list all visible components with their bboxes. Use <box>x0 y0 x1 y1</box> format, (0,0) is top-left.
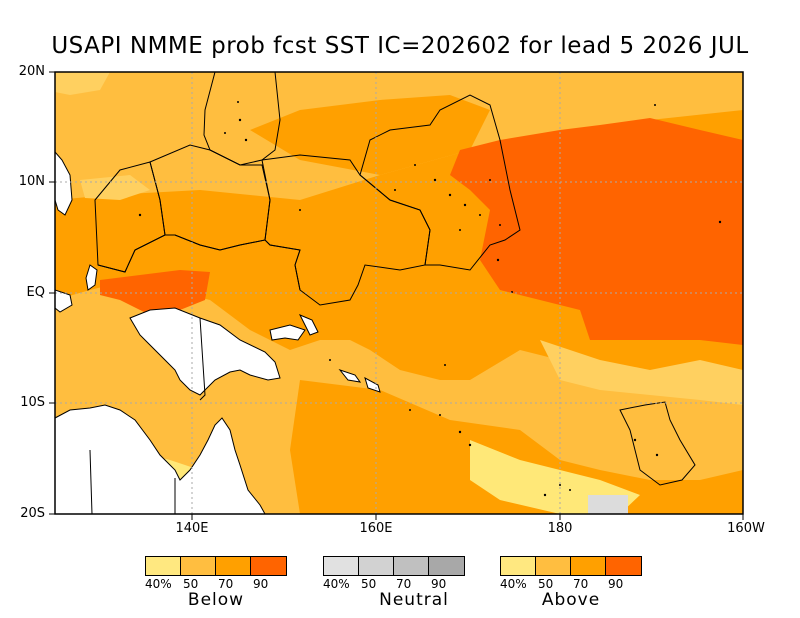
legend-neutral: 40% 50 70 90 Neutral <box>323 556 465 610</box>
legend-below-tick-90: 90 <box>253 577 269 591</box>
legend-below-tick-70: 70 <box>218 577 234 591</box>
eez-boundaries <box>89 72 696 514</box>
legend-below-swatch-4 <box>251 557 286 575</box>
graticule <box>55 72 743 514</box>
legend-below-swatch-3 <box>216 557 251 575</box>
legend-below-bar <box>145 556 287 576</box>
probability-field <box>55 72 743 514</box>
legend-below-swatch-1 <box>146 557 181 575</box>
legend-below-tick-40: 40% <box>145 577 172 591</box>
legend-neutral-tick-50: 50 <box>361 577 377 591</box>
land-halmahera <box>85 264 98 291</box>
legend-above-tick-40: 40% <box>500 577 527 591</box>
field-light-nw <box>80 175 150 200</box>
eez-aus-1 <box>89 449 93 514</box>
x-label-160e: 160E <box>359 521 393 536</box>
land <box>55 151 381 514</box>
field-light-nw2 <box>55 72 110 95</box>
land-solomons-1 <box>338 368 362 383</box>
field-50-70-north <box>250 95 490 175</box>
land-new-guinea <box>129 307 281 396</box>
legend-neutral-swatch-2 <box>359 557 394 575</box>
legend-neutral-swatch-3 <box>394 557 429 575</box>
eez-marshall <box>359 94 521 271</box>
eez-png-north <box>97 234 301 291</box>
legend-above-tick-90: 90 <box>608 577 624 591</box>
legend-neutral-tick-90: 90 <box>431 577 447 591</box>
eez-guam <box>203 72 281 166</box>
y-label-10s: 10S <box>20 395 45 410</box>
legend-above-swatch-1 <box>501 557 536 575</box>
x-label-140e: 140E <box>175 521 209 536</box>
x-label-160w: 160W <box>727 521 765 536</box>
legend-neutral-swatch-1 <box>324 557 359 575</box>
legend-above-bar <box>500 556 642 576</box>
x-label-180: 180 <box>547 521 573 536</box>
legend-above: 40% 50 70 90 Above <box>500 556 642 610</box>
legend-above-label: Above <box>541 590 601 610</box>
legend-neutral-bar <box>323 556 465 576</box>
field-50-70-south <box>290 380 743 514</box>
legend-below-tick-50: 50 <box>183 577 199 591</box>
legend-neutral-tick-70: 70 <box>396 577 412 591</box>
legend-above-swatch-3 <box>571 557 606 575</box>
axis-ticks <box>49 71 744 520</box>
legend-neutral-label: Neutral <box>379 590 449 610</box>
legend-neutral-swatch-4 <box>429 557 464 575</box>
legend-below-swatch-2 <box>181 557 216 575</box>
legend-above-swatch-4 <box>606 557 641 575</box>
y-label-20n: 20N <box>18 64 45 79</box>
legend-below: 40% 50 70 90 Below <box>145 556 287 610</box>
land-new-ireland <box>298 314 319 336</box>
land-sulawesi <box>55 289 73 313</box>
map-title: USAPI NMME prob fcst SST IC=202602 for l… <box>51 33 749 59</box>
islands <box>138 101 722 497</box>
eez-png-west <box>199 317 206 401</box>
legend-below-label: Below <box>187 590 245 610</box>
y-label-20s: 20S <box>20 506 45 521</box>
land-australia <box>55 404 266 514</box>
field-light-east <box>540 340 743 405</box>
legend-above-tick-70: 70 <box>573 577 589 591</box>
field-neutral-patch <box>588 495 628 514</box>
legend-neutral-tick-40: 40% <box>323 577 350 591</box>
y-label-eq: EQ <box>26 285 45 300</box>
legend-above-swatch-2 <box>536 557 571 575</box>
field-70-90-east <box>450 118 743 345</box>
land-new-britain <box>269 324 306 341</box>
legend-above-tick-50: 50 <box>538 577 554 591</box>
y-label-10n: 10N <box>18 174 45 189</box>
